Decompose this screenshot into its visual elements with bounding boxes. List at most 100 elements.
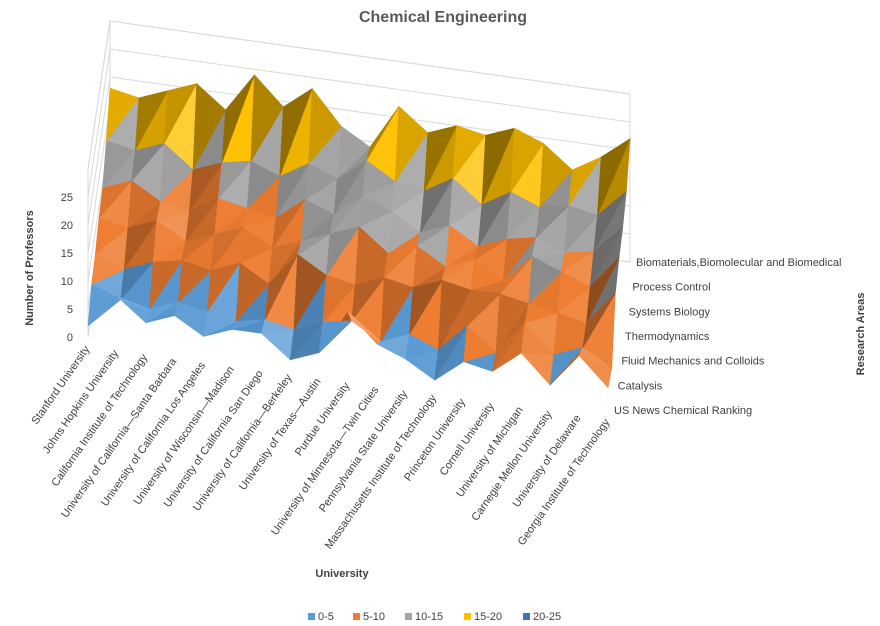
y-tick-label: Process Control	[632, 282, 710, 294]
surface-facet	[466, 289, 501, 327]
surface-facet	[535, 205, 570, 239]
surface-facet	[260, 329, 295, 361]
surface-facet	[152, 220, 187, 263]
surface-facet	[531, 237, 566, 257]
surface-facet	[173, 311, 208, 337]
surface-facet	[597, 138, 631, 216]
surface-facet	[206, 262, 241, 312]
surface-facet	[289, 321, 324, 361]
surface-facet	[293, 253, 327, 330]
surface-facet	[492, 322, 526, 372]
surface-facet	[210, 226, 245, 272]
legend-label: 15-20	[474, 611, 502, 623]
y-tick-label: Fluid Mechanics and Colloids	[621, 356, 765, 368]
surface-facet	[376, 334, 410, 345]
surface-facet	[441, 259, 475, 281]
y-axis-title: Research Areas	[855, 293, 867, 376]
legend-swatch	[353, 613, 360, 620]
z-tick-label: 5	[67, 304, 73, 316]
legend-swatch	[464, 613, 471, 620]
y-tick-label: Thermodynamics	[625, 331, 710, 343]
surface-facet	[308, 87, 342, 165]
gridline	[87, 20, 631, 170]
surface-facet	[347, 311, 381, 342]
surface-facet	[87, 283, 122, 327]
x-tick-label: Stanford University	[29, 343, 92, 426]
surface-facet	[134, 90, 169, 151]
y-tick-label: US News Chemical Ranking	[614, 405, 752, 417]
z-tick-label: 0	[67, 332, 73, 344]
surface-facet	[149, 260, 183, 311]
x-axis-title: University	[315, 568, 369, 580]
surface-facet	[448, 177, 483, 226]
legend-swatch	[405, 613, 412, 620]
surface-facet	[358, 195, 393, 228]
surface-facet	[405, 334, 440, 360]
surface-facet	[192, 82, 226, 170]
surface-facet	[260, 319, 294, 334]
surface-facet	[391, 180, 425, 213]
surface-facet	[235, 262, 270, 323]
surface-facet	[268, 240, 302, 286]
surface-plot	[87, 74, 631, 389]
surface-facet	[300, 199, 335, 242]
surface-facet	[160, 142, 194, 203]
z-tick-label: 10	[61, 276, 73, 288]
surface-facet	[394, 105, 429, 183]
surface-facet	[322, 274, 356, 324]
surface-facet	[329, 196, 363, 235]
y-tick-label: Catalysis	[618, 380, 663, 392]
surface-facet	[131, 142, 165, 182]
surface-facet	[568, 156, 602, 206]
surface-facet	[434, 325, 468, 381]
surface-facet	[503, 237, 537, 282]
surface-facet	[120, 261, 154, 301]
surface-facet	[463, 325, 497, 363]
surface-facet	[420, 177, 454, 233]
surface-facet	[189, 162, 223, 212]
surface-facet	[416, 225, 450, 247]
surface-facet	[221, 74, 255, 163]
surface-facet	[528, 256, 562, 305]
y-tick-label: Systems Biology	[629, 306, 711, 318]
surface-facet	[333, 160, 367, 215]
legend-swatch	[523, 613, 530, 620]
surface-facet	[362, 160, 396, 197]
surface-facet	[177, 260, 212, 303]
surface-facet	[163, 83, 198, 144]
surface-facet	[383, 245, 418, 279]
surface-facet	[98, 180, 133, 220]
surface-facet	[557, 271, 591, 315]
surface-facet	[326, 226, 360, 276]
surface-facet	[589, 227, 623, 288]
chart-title: Chemical Engineering	[359, 9, 527, 26]
surface-facet	[520, 352, 555, 386]
z-axis-title: Number of Professors	[24, 210, 36, 326]
z-tick-label: 15	[61, 248, 73, 260]
surface-facet	[445, 224, 479, 268]
surface-facet	[156, 201, 191, 222]
legend-label: 20-25	[533, 611, 561, 623]
surface-facet	[423, 125, 458, 192]
surface-facet	[412, 245, 447, 289]
surface-facet	[506, 191, 541, 240]
surface-facet	[264, 254, 298, 321]
surface-facet	[174, 301, 208, 316]
surface-facet	[481, 127, 515, 205]
surface-facet	[366, 106, 400, 161]
surface-facet	[116, 296, 150, 310]
surface-facet	[387, 211, 421, 254]
y-axis-ticks: US News Chemical Ranking Catalysis Fluid M…	[614, 257, 841, 417]
surface-facet	[586, 257, 620, 324]
surface-facet	[560, 250, 595, 273]
surface-facet	[105, 87, 140, 142]
surface-facet	[217, 160, 252, 200]
surface-facet	[272, 199, 306, 249]
surface-facet	[524, 303, 559, 324]
surface-facet	[94, 217, 129, 255]
surface-facet	[279, 87, 313, 177]
surface-facet	[452, 125, 487, 180]
surface-facet	[337, 125, 371, 180]
surface-facet	[91, 253, 125, 285]
